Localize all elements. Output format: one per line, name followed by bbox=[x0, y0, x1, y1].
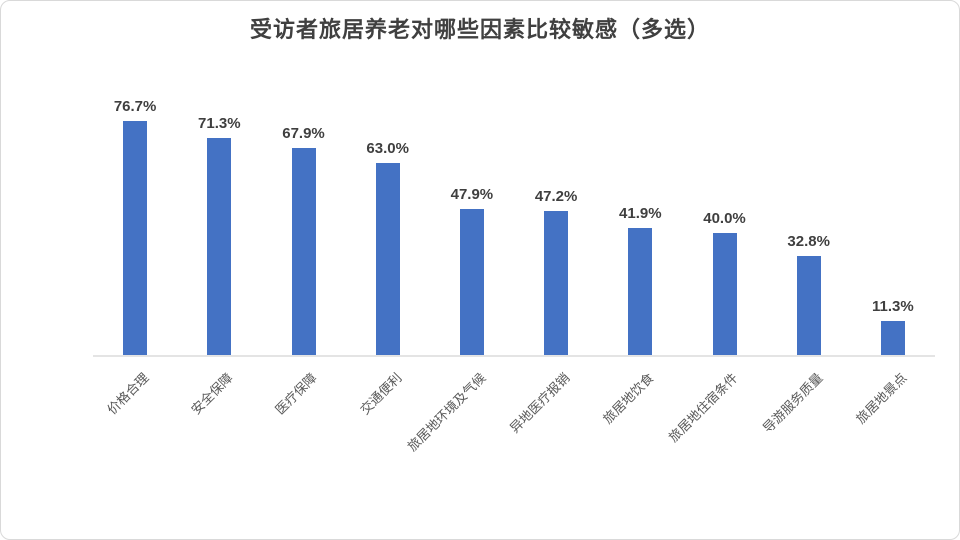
bar bbox=[123, 121, 148, 356]
bar bbox=[375, 162, 400, 356]
bar bbox=[628, 227, 653, 356]
value-label: 47.2% bbox=[534, 188, 578, 206]
category-label: 旅居地环境及气候 bbox=[404, 370, 489, 455]
value-label: 67.9% bbox=[282, 124, 325, 142]
chart-title: 受访者旅居养老对哪些因素比较敏感（多选） bbox=[249, 17, 710, 42]
category-label: 旅居地景点 bbox=[852, 370, 910, 427]
value-label: 76.7% bbox=[113, 98, 157, 115]
value-label: 71.3% bbox=[198, 114, 241, 132]
bar bbox=[544, 211, 569, 356]
value-label: 63.0% bbox=[366, 139, 409, 157]
category-label: 医疗保障 bbox=[272, 370, 321, 418]
category-label: 交通便利 bbox=[356, 370, 405, 418]
bar bbox=[291, 147, 316, 356]
bar bbox=[880, 321, 905, 356]
bar bbox=[459, 209, 484, 356]
bar bbox=[712, 233, 737, 356]
category-label: 异地医疗报销 bbox=[506, 370, 573, 436]
bar bbox=[796, 255, 821, 356]
category-label: 导游服务质量 bbox=[759, 370, 826, 436]
value-label: 32.8% bbox=[787, 232, 830, 250]
x-axis-line bbox=[93, 355, 935, 357]
value-label: 47.9% bbox=[450, 186, 494, 204]
value-label: 41.9% bbox=[619, 204, 662, 222]
value-label: 11.3% bbox=[872, 298, 914, 316]
bar bbox=[207, 137, 232, 356]
value-label: 40.0% bbox=[703, 210, 746, 228]
category-label: 价格合理 bbox=[104, 370, 152, 418]
category-label: 旅居地住宿条件 bbox=[666, 370, 742, 445]
category-label: 安全保障 bbox=[188, 370, 236, 418]
category-label: 旅居地饮食 bbox=[600, 370, 657, 427]
